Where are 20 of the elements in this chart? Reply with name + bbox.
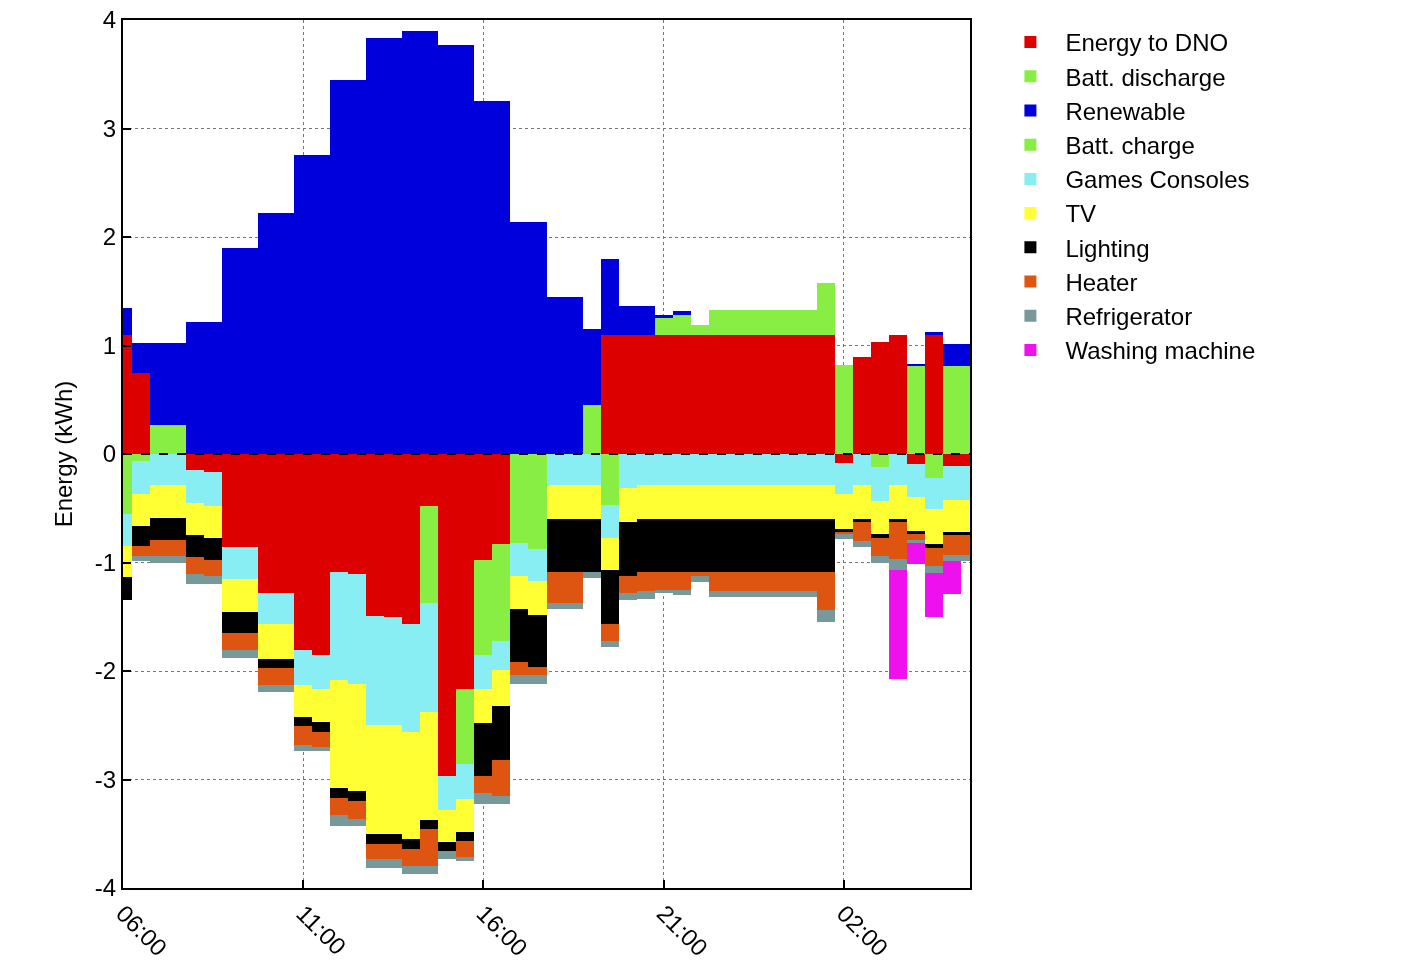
y-tick-label: -2 xyxy=(94,657,117,685)
y-axis-title: Energy (kWh) xyxy=(50,380,78,528)
y-tick-label: -1 xyxy=(94,548,117,576)
y-tick-label: -4 xyxy=(94,874,117,902)
y-tick-label: 4 xyxy=(102,6,117,34)
y-tick-label: 3 xyxy=(102,114,117,142)
y-tick-label: -3 xyxy=(94,765,117,793)
legend-label: TV xyxy=(1065,200,1097,228)
legend-label: Heater xyxy=(1065,268,1138,296)
legend-label: Energy to DNO xyxy=(1065,29,1229,57)
legend-label: Refrigerator xyxy=(1065,303,1193,331)
y-tick-label: 2 xyxy=(102,223,117,251)
y-tick-label: 1 xyxy=(102,331,117,359)
y-tick-label: 0 xyxy=(102,440,117,468)
legend-label: Games Consoles xyxy=(1065,166,1250,194)
legend-label: Washing machine xyxy=(1065,337,1256,365)
legend-label: Batt. discharge xyxy=(1065,63,1226,91)
legend-label: Lighting xyxy=(1065,234,1150,262)
legend-label: Renewable xyxy=(1065,97,1186,125)
legend-label: Batt. charge xyxy=(1065,132,1195,160)
